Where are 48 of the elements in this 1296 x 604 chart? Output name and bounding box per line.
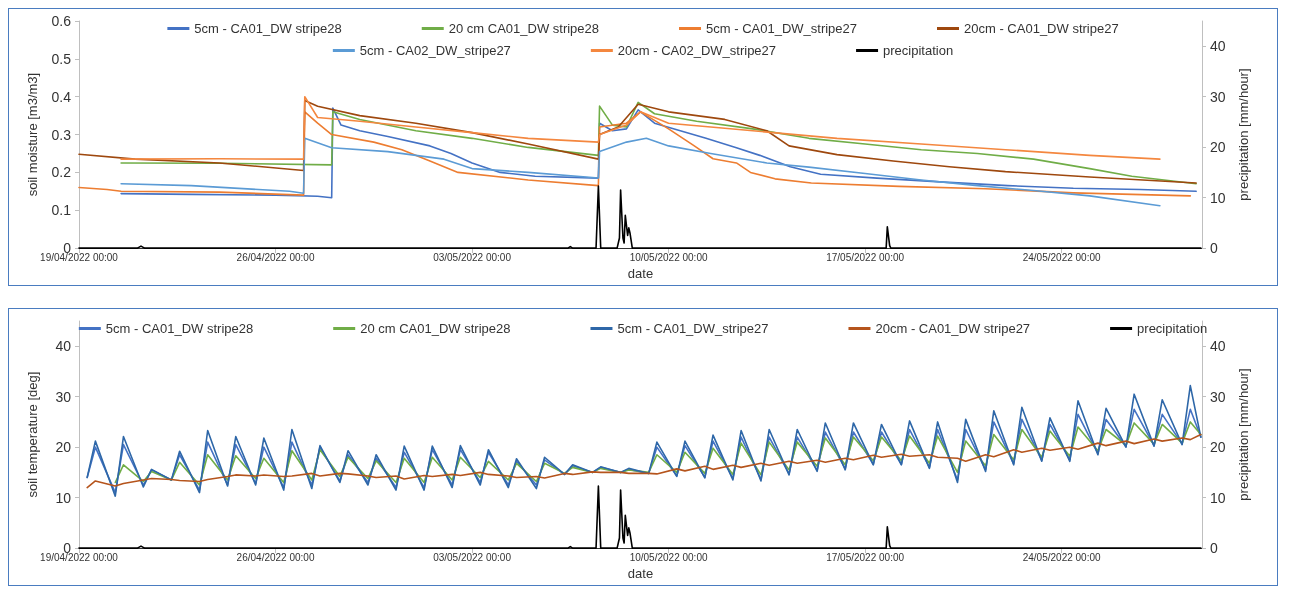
x-tick-label: 10/05/2022 00:00: [629, 251, 708, 263]
y2-tick-label: 30: [1210, 388, 1226, 405]
legend-label: 5cm - CA02_DW_stripe27: [359, 43, 511, 58]
legend-label: 5cm - CA01_DW_stripe27: [706, 21, 858, 36]
x-tick-label: 17/05/2022 00:00: [826, 251, 905, 263]
legend-label: 5cm - CA01_DW_stripe27: [617, 321, 769, 336]
x-axis-title: date: [627, 266, 654, 281]
y-tick-label: 0.3: [51, 126, 72, 143]
legend-label: 20 cm CA01_DW stripe28: [360, 321, 511, 336]
y-tick-label: 0.5: [51, 50, 72, 67]
y2-tick-label: 30: [1210, 88, 1226, 105]
y2-tick-label: 10: [1210, 189, 1226, 206]
y-tick-label: 0.6: [51, 13, 72, 29]
x-tick-label: 24/05/2022 00:00: [1022, 551, 1101, 563]
y-tick-label: 20: [55, 439, 72, 456]
x-tick-label: 03/05/2022 00:00: [433, 551, 512, 563]
x-tick-label: 10/05/2022 00:00: [629, 551, 708, 563]
y2-tick-label: 40: [1210, 338, 1226, 355]
legend-label: 20 cm CA01_DW stripe28: [448, 21, 600, 36]
x-tick-label: 17/05/2022 00:00: [826, 551, 905, 563]
legend-label: precipitation: [1137, 321, 1208, 336]
y-axis-title: soil temperature [deg]: [25, 371, 40, 498]
y-tick-label: 10: [55, 489, 72, 506]
y2-tick-label: 20: [1210, 139, 1226, 156]
y2-tick-label: 10: [1210, 489, 1226, 506]
x-tick-label: 03/05/2022 00:00: [433, 251, 512, 263]
x-tick-label: 26/04/2022 00:00: [236, 551, 315, 563]
y2-tick-label: 0: [1210, 240, 1218, 257]
legend-label: 20cm - CA01_DW stripe27: [875, 321, 1031, 336]
legend-label: 5cm - CA01_DW stripe28: [105, 321, 254, 336]
y-tick-label: 0.4: [51, 88, 72, 105]
x-tick-label: 24/05/2022 00:00: [1022, 251, 1101, 263]
y-tick-label: 40: [55, 338, 72, 355]
legend-label: 5cm - CA01_DW stripe28: [194, 21, 342, 36]
x-tick-label: 26/04/2022 00:00: [236, 251, 315, 263]
y-axis-title: soil moisture [m3/m3]: [25, 72, 40, 197]
legend-label: precipitation: [883, 43, 954, 58]
y-tick-label: 0.1: [51, 202, 72, 219]
legend-label: 20cm - CA02_DW_stripe27: [617, 43, 777, 58]
y2-tick-label: 20: [1210, 439, 1226, 456]
y2-axis-title: precipitation [mm/hour]: [1236, 68, 1251, 201]
y2-axis-title: precipitation [mm/hour]: [1236, 368, 1251, 501]
y-tick-label: 30: [55, 388, 72, 405]
y2-tick-label: 40: [1210, 38, 1226, 55]
y2-tick-label: 0: [1210, 540, 1218, 557]
y-tick-label: 0.2: [51, 164, 72, 181]
x-axis-title: date: [627, 566, 654, 581]
legend-label: 20cm - CA01_DW stripe27: [964, 21, 1119, 36]
